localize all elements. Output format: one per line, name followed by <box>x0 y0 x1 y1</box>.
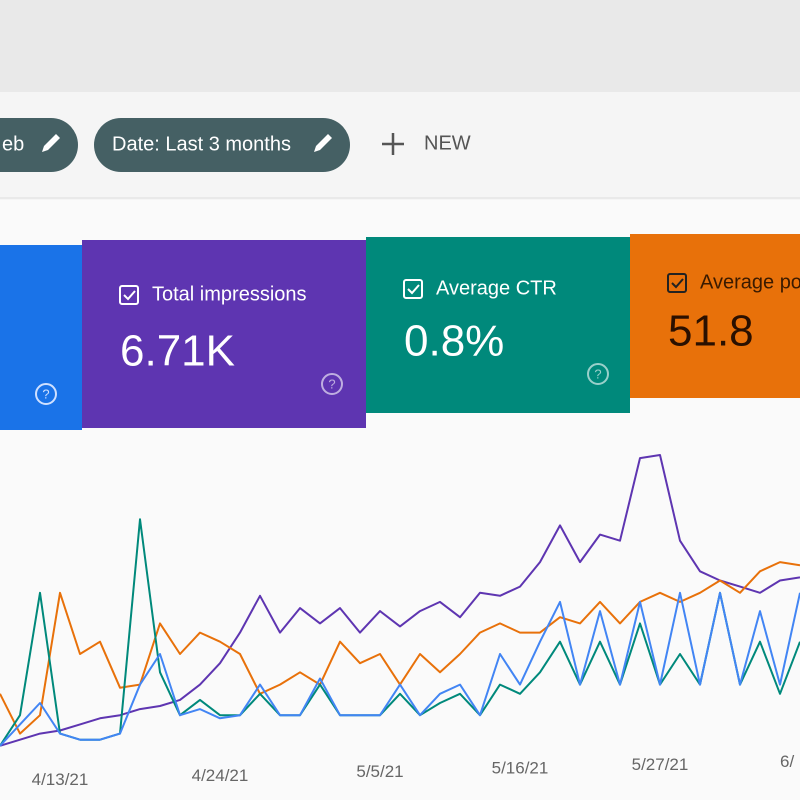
metric-card <box>82 240 366 428</box>
x-tick-label: 6/ <box>780 752 794 771</box>
metric-label: Total impressions <box>152 283 307 305</box>
x-tick-label: 5/27/21 <box>632 755 689 774</box>
series-line <box>0 518 800 747</box>
check-mark <box>123 290 136 301</box>
check-mark <box>671 278 684 289</box>
help-icon[interactable] <box>321 373 343 395</box>
metric-value: 6.71K <box>120 327 235 376</box>
metric-value: 51.8 <box>668 307 754 356</box>
checkbox <box>403 279 423 299</box>
chip-label: eb <box>2 133 24 155</box>
help-mark: ? <box>328 376 335 391</box>
series-line <box>0 454 800 747</box>
metric-cards: Total impressions 6.71K? Average CTR 0.8%? A… <box>82 234 800 428</box>
metric-card <box>366 237 630 413</box>
card-clicks[interactable] <box>0 245 82 430</box>
chip-label: Date: Last 3 months <box>112 133 291 155</box>
performance-chart: 4/13/21 4/24/21 5/5/21 5/16/21 5/27/21 6/ <box>0 454 800 789</box>
plus-icon <box>382 133 404 155</box>
checkbox <box>667 273 687 293</box>
help-icon[interactable] <box>35 383 57 405</box>
edit-icon <box>314 134 332 152</box>
series-line <box>0 591 800 747</box>
edit-icon <box>42 134 60 152</box>
metric-value: 0.8% <box>404 317 504 366</box>
x-tick-label: 4/13/21 <box>32 770 89 789</box>
chip[interactable] <box>94 118 350 172</box>
help-mark: ? <box>42 386 49 401</box>
metric-label: Average positi <box>700 271 800 293</box>
chip[interactable] <box>0 118 78 172</box>
top-bar <box>0 0 800 92</box>
check-mark <box>407 284 420 295</box>
help-mark: ? <box>594 366 601 381</box>
x-tick-label: 5/16/21 <box>492 758 549 777</box>
checkbox <box>119 285 139 305</box>
x-tick-label: 5/5/21 <box>356 762 403 781</box>
metric-label: Average CTR <box>436 277 557 299</box>
help-icon[interactable] <box>587 363 609 385</box>
metric-card <box>630 234 800 398</box>
new-button[interactable]: NEW <box>424 132 471 154</box>
x-tick-label: 4/24/21 <box>192 766 249 785</box>
